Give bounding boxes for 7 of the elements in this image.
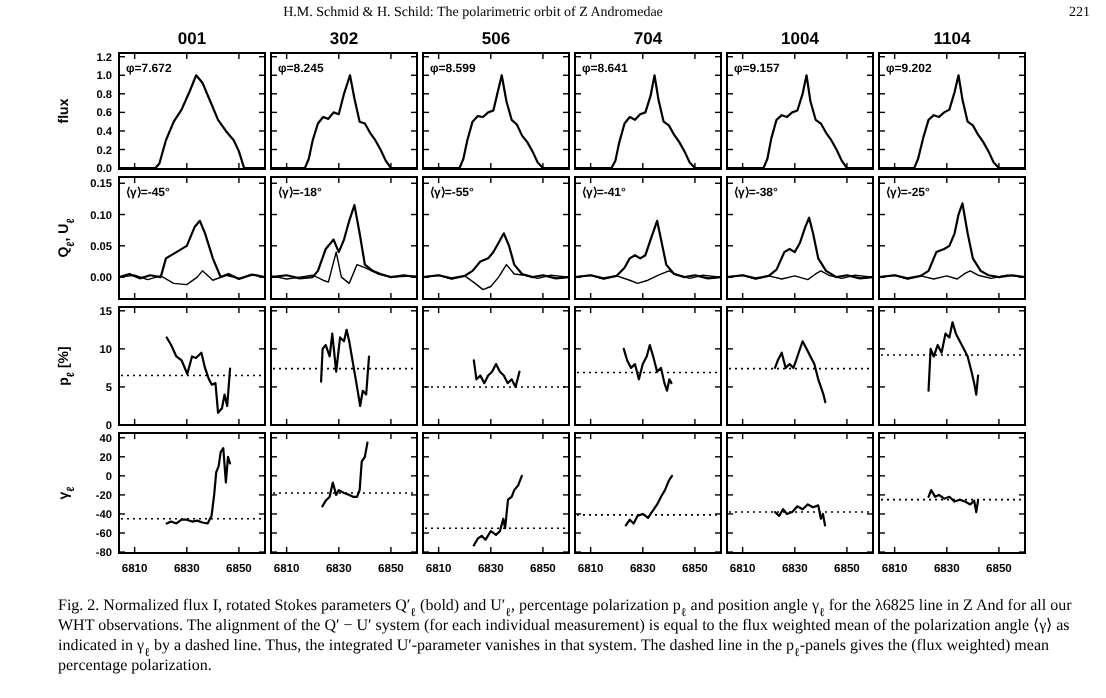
chart-title: 302 xyxy=(329,28,359,48)
chart-title: 1004 xyxy=(781,28,820,48)
chart-title: 001 xyxy=(177,28,207,48)
chart-title: 506 xyxy=(481,28,511,48)
text: Fig. 2. Normalized flux I, rotated Stokes parameters Q′$_{ℓ}$ (bold) and U′$_{ℓ}$, percentage polarization p$_{ℓ}$ and position angle γ$_{ℓ}$ for the λ6825 line in Z And for all our WHT observations. The alignment of the Q′ − U′ system (for each individual measurement) is equal to the flux weighted mean of the polarization angle ⟨γ⟩ as indicated in γ$_{ℓ}$ by a dashed line. Thus, the integrated U′-parameter vanishes in that system. The dashed line in the p$_{ℓ}$-panels gives the (flux weighted) mean percentage polarization. xyxy=(58,596,1072,674)
chart-title: 704 xyxy=(633,28,663,48)
chart-title: 1104 xyxy=(933,28,971,48)
